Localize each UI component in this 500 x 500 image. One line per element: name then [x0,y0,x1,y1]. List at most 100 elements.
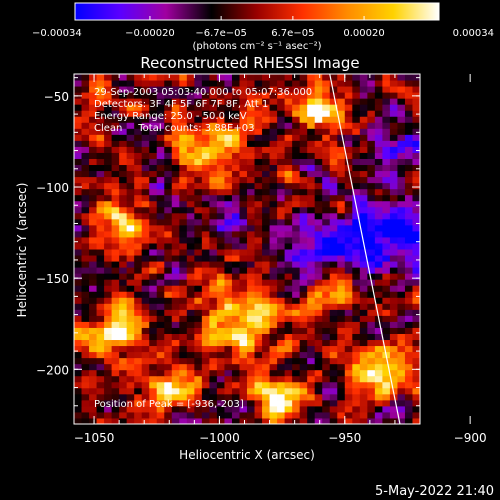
heatmap-cell [344,387,353,395]
heatmap-cell [412,170,420,178]
heatmap-cell [412,303,420,310]
heatmap-cell [179,74,188,81]
heatmap-cell [254,80,263,87]
heatmap-cell [104,327,113,334]
heatmap-cell [389,128,398,135]
heatmap-cell [216,303,225,310]
heatmap-cell [277,86,286,93]
heatmap-cell [329,86,338,93]
heatmap-cell [186,212,195,220]
heatmap-cell [156,224,165,232]
heatmap-cell [231,291,240,298]
heatmap-cell [337,381,346,389]
heatmap-cell [374,303,383,310]
heatmap-cell [194,351,203,359]
heatmap-cell [344,321,353,328]
heatmap-cell [389,146,398,153]
heatmap-cell [292,273,301,280]
heatmap-cell [397,212,406,220]
heatmap-cell [292,297,301,304]
heatmap-cell [89,146,98,153]
heatmap-cell [96,176,105,184]
heatmap-cell [141,315,150,322]
heatmap-cell [239,110,248,117]
heatmap-cell [156,128,165,135]
heatmap-cell [216,194,225,202]
heatmap-cell [337,164,346,172]
heatmap-cell [389,363,398,371]
heatmap-cell [322,255,331,262]
heatmap-cell [81,170,90,178]
heatmap-cell [126,224,135,232]
heatmap-cell [209,182,218,190]
heatmap-cell [247,411,256,419]
heatmap-cell [389,249,398,256]
heatmap-cell [96,104,105,111]
heatmap-cell [344,411,353,419]
heatmap-cell [119,291,128,298]
heatmap-cell [81,387,90,395]
heatmap-cell [262,200,271,208]
heatmap-cell [104,267,113,274]
heatmap-cell [284,339,293,347]
heatmap-cell [104,321,113,328]
heatmap-cell [247,140,256,147]
heatmap-cell [292,86,301,93]
heatmap-cell [171,369,180,377]
heatmap-cell [367,182,376,190]
heatmap-cell [119,206,128,214]
heatmap-cell [194,236,203,244]
heatmap-cell [126,236,135,244]
heatmap-cell [111,405,120,413]
heatmap-cell [134,309,143,316]
heatmap-cell [126,170,135,178]
heatmap-cell [284,297,293,304]
heatmap-cell [382,236,391,244]
heatmap-cell [216,333,225,341]
heatmap-cell [89,309,98,316]
heatmap-cell [299,116,308,123]
heatmap-cell [269,74,278,81]
heatmap-cell [352,261,361,268]
heatmap-cell [224,273,233,280]
heatmap-cell [337,194,346,202]
heatmap-cell [344,267,353,274]
heatmap-cell [224,255,233,262]
heatmap-cell [284,399,293,407]
heatmap-cell [329,164,338,172]
heatmap-cell [194,128,203,135]
heatmap-cell [216,182,225,190]
heatmap-cell [352,236,361,244]
heatmap-cell [156,357,165,365]
heatmap-cell [382,188,391,196]
heatmap-cell [171,405,180,413]
heatmap-cell [269,104,278,111]
heatmap-cell [352,375,361,383]
heatmap-cell [156,242,165,250]
heatmap-cell [186,273,195,280]
heatmap-cell [141,321,150,328]
heatmap-cell [156,74,165,81]
heatmap-cell [216,122,225,129]
heatmap-cell [284,98,293,105]
heatmap-cell [284,86,293,93]
heatmap-cell [231,218,240,226]
heatmap-cell [254,92,263,99]
heatmap-cell [74,255,83,262]
heatmap-cell [367,164,376,172]
heatmap-cell [156,303,165,310]
heatmap-cell [322,381,331,389]
heatmap-cell [156,134,165,141]
heatmap-cell [254,387,263,395]
heatmap-cell [239,212,248,220]
heatmap-cell [352,411,361,419]
heatmap-cell [322,327,331,334]
heatmap-cell [292,224,301,232]
heatmap-cell [337,218,346,226]
heatmap-cell [209,200,218,208]
heatmap-cell [186,339,195,347]
heatmap-cell [119,327,128,334]
heatmap-cell [337,411,346,419]
heatmap-cell [389,140,398,147]
heatmap-cell [314,212,323,220]
